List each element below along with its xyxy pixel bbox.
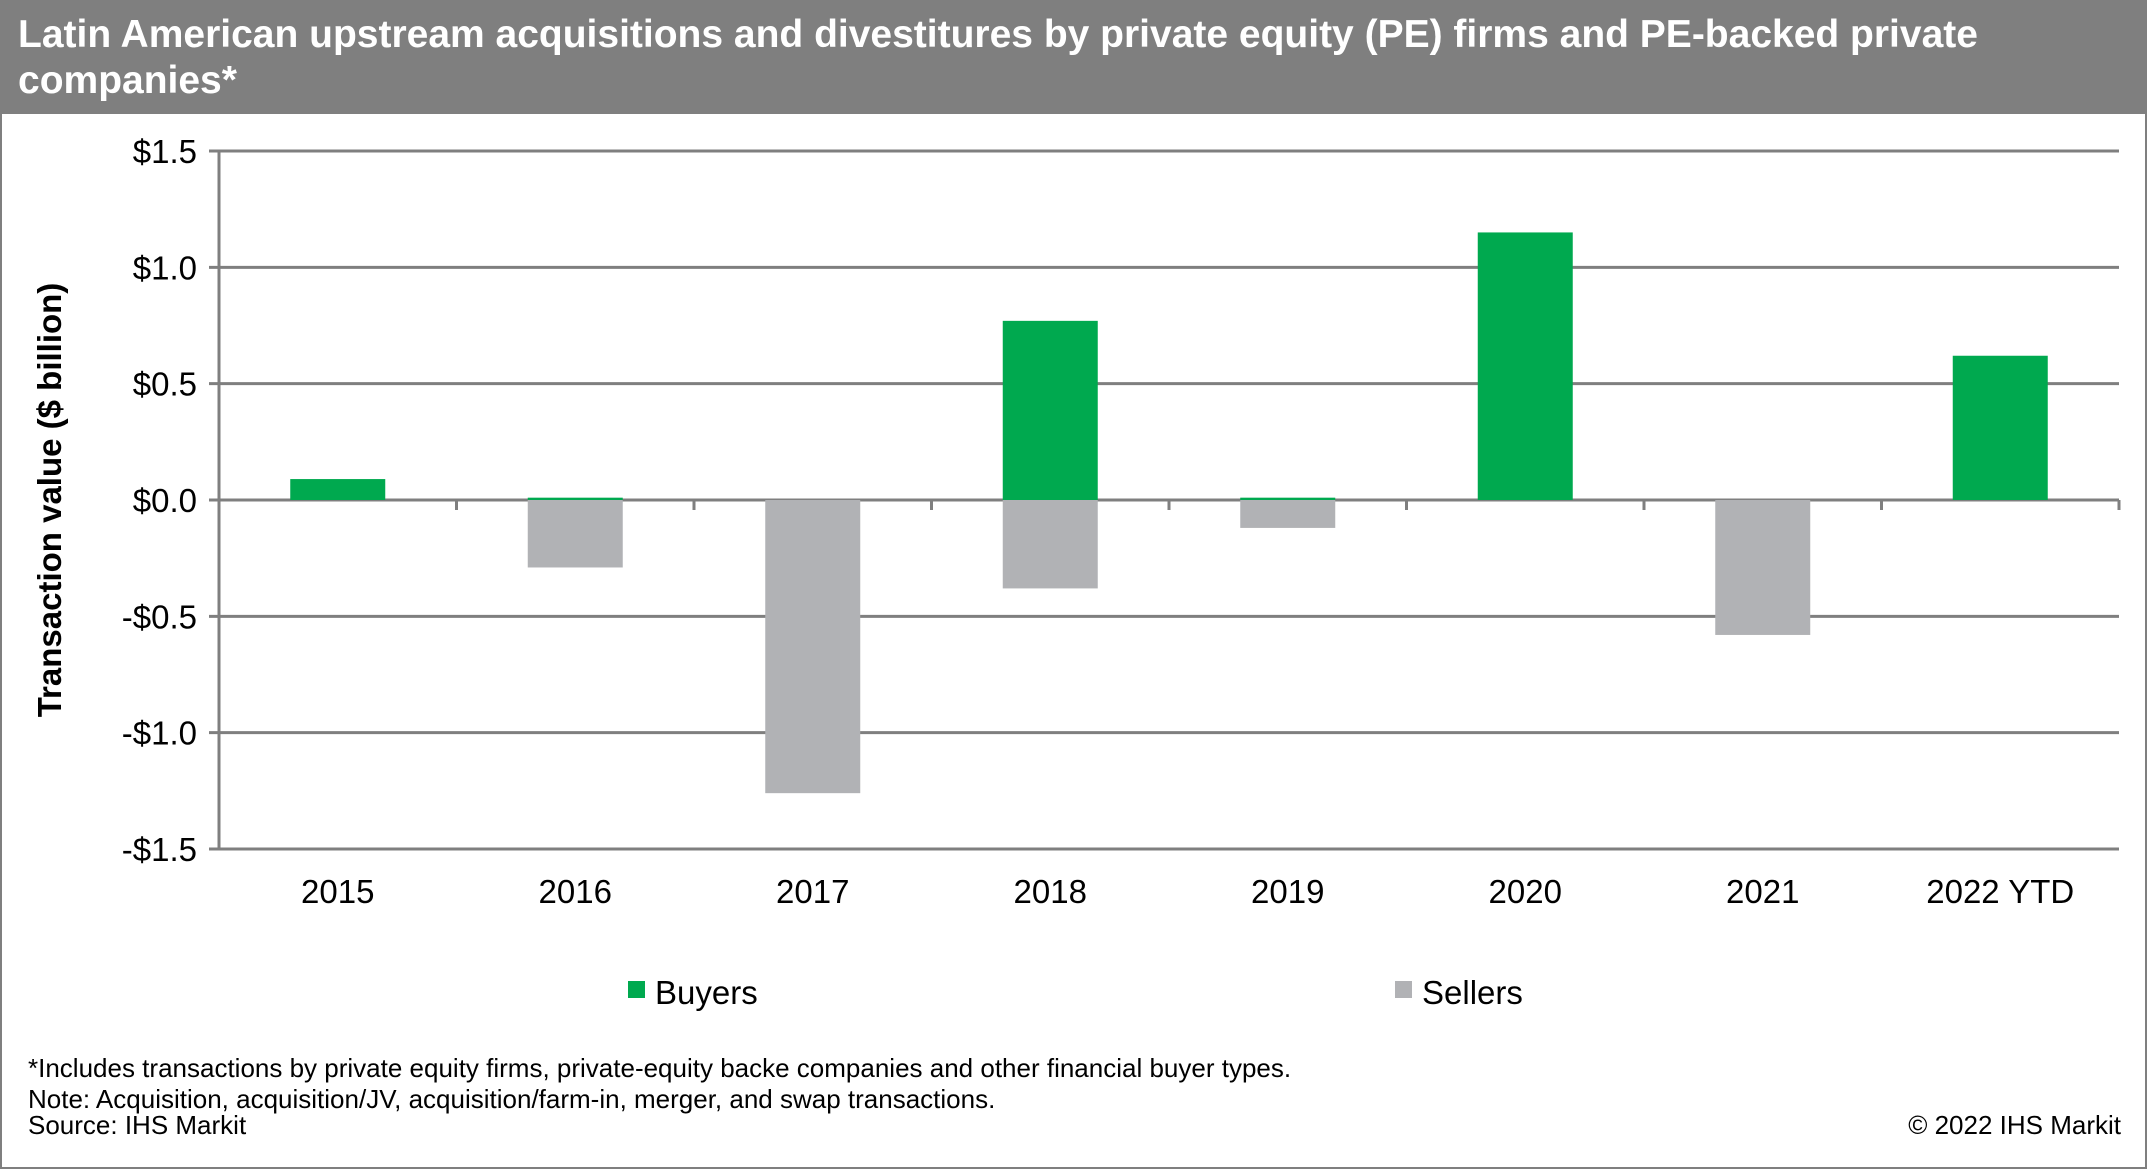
y-tick-label: $0.5: [133, 366, 197, 403]
legend-label-buyers: Buyers: [655, 974, 758, 1011]
legend-swatch-buyers: [628, 981, 645, 998]
y-tick-label: -$1.0: [122, 715, 197, 752]
y-tick-label: $1.5: [133, 133, 197, 170]
chart-title: Latin American upstream acquisitions and…: [2, 2, 2145, 114]
legend-label-sellers: Sellers: [1422, 974, 1523, 1011]
x-tick-label: 2018: [1014, 873, 1087, 910]
x-tick-label: 2019: [1251, 873, 1324, 910]
footnote-source: Source: IHS Markit: [28, 1110, 247, 1140]
bar-sellers: [1715, 500, 1811, 635]
bar-sellers: [765, 500, 861, 794]
copyright: © 2022 IHS Markit: [1908, 1110, 2121, 1140]
bar-sellers: [527, 500, 623, 568]
x-tick-label: 2022 YTD: [1926, 873, 2074, 910]
x-tick-label: 2020: [1489, 873, 1562, 910]
bar-buyers: [1477, 232, 1573, 500]
bar-buyers: [290, 479, 386, 500]
x-tick-label: 2016: [539, 873, 612, 910]
x-tick-label: 2021: [1726, 873, 1799, 910]
footnote-asterisk: *Includes transactions by private equity…: [28, 1053, 1292, 1083]
x-tick-label: 2017: [776, 873, 849, 910]
bar-sellers: [1240, 500, 1336, 528]
legend-swatch-sellers: [1395, 981, 1412, 998]
y-tick-label: $0.0: [133, 482, 197, 519]
bar-sellers: [1002, 500, 1098, 589]
bar-buyers: [1952, 355, 2048, 500]
y-axis-title: Transaction value ($ billion): [31, 283, 68, 718]
x-tick-label: 2015: [301, 873, 374, 910]
y-tick-label: -$0.5: [122, 598, 197, 635]
footnote-note: Note: Acquisition, acquisition/JV, acqui…: [28, 1084, 996, 1114]
bar-buyers: [527, 497, 623, 500]
bar-buyers: [1240, 497, 1336, 500]
bar-buyers: [1002, 320, 1098, 500]
y-tick-label: -$1.5: [122, 831, 197, 868]
y-tick-label: $1.0: [133, 249, 197, 286]
